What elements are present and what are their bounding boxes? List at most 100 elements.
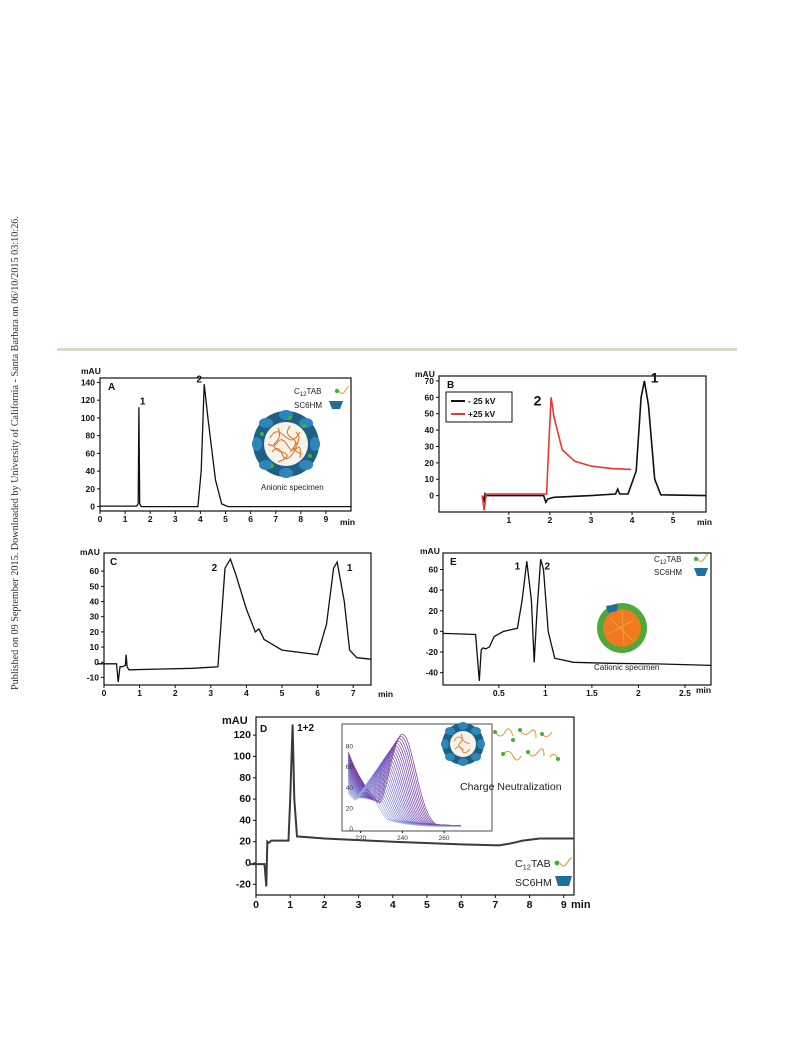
x-tick-label: 1.5 bbox=[586, 688, 598, 698]
y-tick-label: 50 bbox=[425, 409, 435, 419]
y-tick-label: -10 bbox=[87, 672, 100, 682]
y-tick-label: 20 bbox=[86, 484, 96, 494]
x-tick-label: 3 bbox=[173, 514, 178, 524]
y-tick-label: 100 bbox=[81, 413, 95, 423]
specimen-note: Cationic specimen bbox=[594, 663, 659, 672]
y-tick-label: 30 bbox=[90, 612, 100, 622]
y-tick-label: 40 bbox=[90, 597, 100, 607]
series-line bbox=[442, 559, 712, 681]
svg-text:SC6HM: SC6HM bbox=[515, 877, 552, 889]
panel-label: C bbox=[110, 557, 117, 568]
cyclodextrin-icon bbox=[329, 401, 343, 409]
series-line-plus-25kv bbox=[481, 397, 632, 511]
x-axis-unit: min bbox=[697, 517, 712, 527]
plot-frame bbox=[442, 552, 712, 686]
y-tick-label: 60 bbox=[425, 392, 435, 402]
y-tick-label: 40 bbox=[86, 466, 96, 476]
y-tick-label: 0 bbox=[245, 857, 251, 869]
legend: - 25 kV +25 kV bbox=[445, 391, 513, 423]
y-tick-label: 100 bbox=[233, 750, 251, 762]
y-tick-label: 70 bbox=[425, 376, 435, 386]
y-axis-unit: mAU bbox=[80, 547, 100, 557]
inset-x-tick-label: 240 bbox=[397, 835, 408, 842]
series-line bbox=[249, 724, 574, 887]
peak-label: 1 bbox=[515, 562, 521, 573]
peak-label: 1 bbox=[347, 563, 353, 574]
provenance-sidebar: Published on 09 September 2015. Download… bbox=[10, 216, 21, 690]
inset-y-tick-label: 40 bbox=[346, 785, 354, 792]
x-tick-label: 8 bbox=[298, 514, 303, 524]
x-tick-label: 6 bbox=[458, 899, 464, 911]
peak-label: 2 bbox=[544, 562, 550, 573]
y-axis-unit: mAU bbox=[222, 715, 248, 727]
y-tick-label: 20 bbox=[425, 458, 435, 468]
y-axis-unit: mAU bbox=[415, 369, 435, 379]
y-tick-label: 60 bbox=[239, 793, 251, 805]
series-line-minus-25kv bbox=[481, 380, 707, 505]
y-tick-label: 0 bbox=[433, 626, 438, 636]
y-tick-label: 60 bbox=[86, 448, 96, 458]
plot-frame bbox=[255, 716, 575, 896]
surfactant-head-icon bbox=[554, 860, 560, 866]
panel-label: B bbox=[447, 380, 454, 391]
peak-label: 2 bbox=[212, 563, 218, 574]
y-axis-unit: mAU bbox=[81, 366, 101, 376]
series-line bbox=[96, 557, 372, 683]
x-tick-label: 0 bbox=[253, 899, 259, 911]
x-tick-label: 6 bbox=[315, 688, 320, 698]
y-tick-label: 40 bbox=[425, 425, 435, 435]
x-tick-label: 7 bbox=[351, 688, 356, 698]
x-tick-label: 2 bbox=[148, 514, 153, 524]
x-tick-label: 0 bbox=[102, 688, 107, 698]
x-tick-label: 2 bbox=[173, 688, 178, 698]
surfactant-tail-icon bbox=[559, 857, 573, 867]
x-tick-label: 9 bbox=[324, 514, 329, 524]
spectrum-curve bbox=[347, 790, 461, 827]
y-tick-label: -20 bbox=[426, 647, 439, 657]
y-tick-label: 10 bbox=[425, 474, 435, 484]
x-tick-label: 7 bbox=[492, 899, 498, 911]
y-tick-label: 80 bbox=[239, 772, 251, 784]
peak-label: 1+2 bbox=[297, 723, 314, 734]
inset-y-tick-label: 80 bbox=[346, 744, 354, 751]
x-tick-label: 2 bbox=[321, 899, 327, 911]
y-tick-label: 30 bbox=[425, 441, 435, 451]
x-tick-label: 4 bbox=[630, 515, 635, 525]
legend-icons: C12TAB SC6HM bbox=[654, 554, 709, 577]
y-tick-label: 60 bbox=[429, 565, 439, 575]
x-axis-unit: min bbox=[340, 517, 355, 527]
y-tick-label: 10 bbox=[90, 642, 100, 652]
charge-neutralization-label: Charge Neutralization bbox=[460, 781, 562, 793]
x-tick-label: 4 bbox=[244, 688, 249, 698]
x-tick-label: 4 bbox=[390, 899, 396, 911]
y-tick-label: 140 bbox=[81, 377, 95, 387]
inset-y-tick-label: 0 bbox=[349, 826, 353, 833]
inset-y-tick-label: 20 bbox=[346, 805, 354, 812]
y-axis-unit: mAU bbox=[420, 546, 440, 556]
x-tick-label: 5 bbox=[280, 688, 285, 698]
chart-panel-e: 0.5 1 1.5 2 2.5 -40 -20 0 20 40 60 mAU min E 1 2 Ca… bbox=[420, 546, 712, 698]
x-axis-unit: min bbox=[378, 689, 393, 699]
y-tick-label: 0 bbox=[94, 657, 99, 667]
legend-icons: C12TAB SC6HM bbox=[515, 857, 573, 889]
svg-text:C12TAB: C12TAB bbox=[654, 555, 681, 566]
surfactant-head-icon bbox=[334, 388, 340, 394]
x-tick-label: 1 bbox=[123, 514, 128, 524]
x-tick-label: 1 bbox=[506, 515, 511, 525]
anionic-micelle-illustration bbox=[252, 410, 320, 478]
x-tick-label: 1 bbox=[543, 688, 548, 698]
y-tick-label: 20 bbox=[239, 836, 251, 848]
x-tick-label: 3 bbox=[208, 688, 213, 698]
y-tick-label: 40 bbox=[239, 814, 251, 826]
plot-frame bbox=[103, 552, 372, 686]
x-tick-label: 5 bbox=[671, 515, 676, 525]
surfactant-head-icon bbox=[693, 556, 699, 562]
x-tick-label: 1 bbox=[287, 899, 293, 911]
y-tick-label: 60 bbox=[90, 566, 100, 576]
cyclodextrin-icon bbox=[694, 568, 708, 576]
y-tick-label: 0 bbox=[90, 502, 95, 512]
x-tick-label: 5 bbox=[424, 899, 430, 911]
y-tick-label: 120 bbox=[81, 395, 95, 405]
